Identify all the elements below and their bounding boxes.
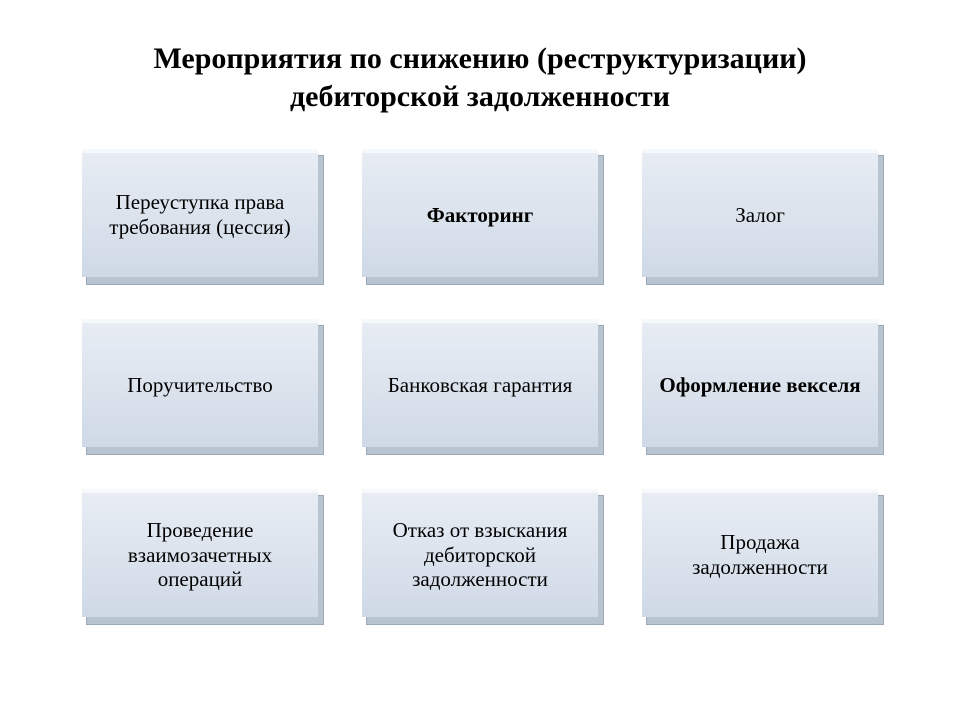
card-label: Факторинг [427,203,534,228]
card-promissory-note: Оформление векселя [642,319,878,453]
card-label: Отказ от взыскания дебиторской задолженн… [372,518,588,592]
slide: Мероприятия по снижению (реструктуризаци… [0,0,960,720]
card-body: Оформление векселя [642,319,878,447]
card-body: Проведение взаимозачетных операций [82,489,318,617]
card-body: Продажа задолженности [642,489,878,617]
card-grid: Переуступка права требования (цессия) Фа… [0,149,960,623]
card-label: Продажа задолженности [652,530,868,580]
card-cession: Переуступка права требования (цессия) [82,149,318,283]
card-label: Оформление векселя [659,373,860,398]
card-body: Отказ от взыскания дебиторской задолженн… [362,489,598,617]
card-body: Переуступка права требования (цессия) [82,149,318,277]
card-surety: Поручительство [82,319,318,453]
card-label: Банковская гарантия [388,373,573,398]
card-bank-guarantee: Банковская гарантия [362,319,598,453]
card-pledge: Залог [642,149,878,283]
card-label: Проведение взаимозачетных операций [92,518,308,592]
card-debt-sale: Продажа задолженности [642,489,878,623]
card-body: Факторинг [362,149,598,277]
card-body: Поручительство [82,319,318,447]
title-line-1: Мероприятия по снижению (реструктуризаци… [153,42,806,75]
card-label: Переуступка права требования (цессия) [92,190,308,240]
card-label: Поручительство [127,373,273,398]
card-waiver: Отказ от взыскания дебиторской задолженн… [362,489,598,623]
title-line-2: дебиторской задолженности [290,80,670,113]
card-factoring: Факторинг [362,149,598,283]
card-offsetting: Проведение взаимозачетных операций [82,489,318,623]
card-body: Банковская гарантия [362,319,598,447]
slide-title: Мероприятия по снижению (реструктуризаци… [60,40,900,115]
card-label: Залог [735,203,785,228]
card-body: Залог [642,149,878,277]
